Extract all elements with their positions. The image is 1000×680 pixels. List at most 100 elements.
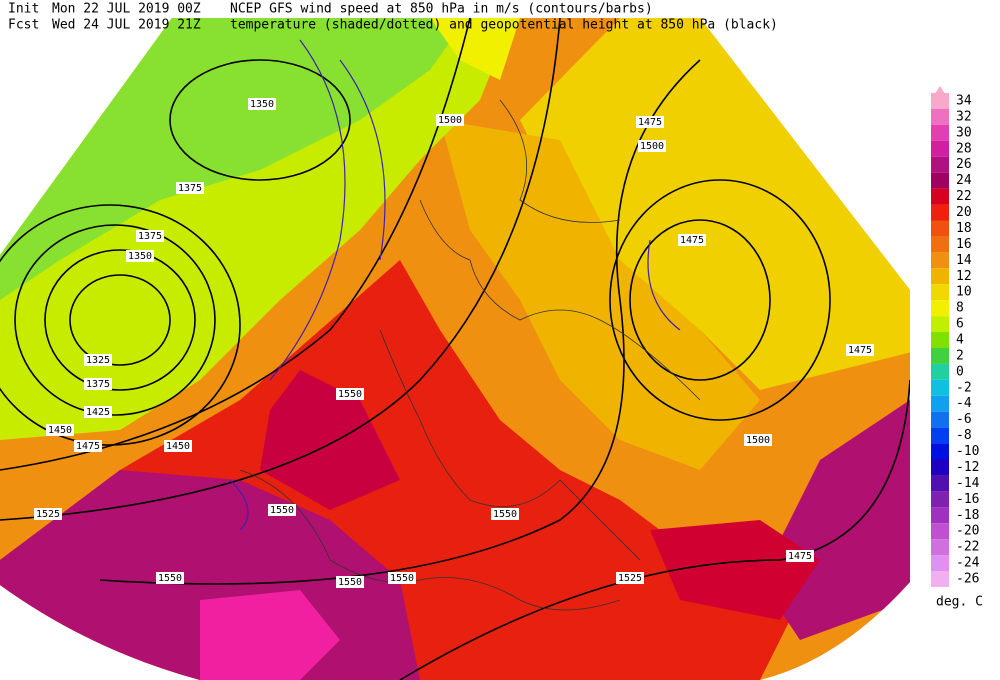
contour-label-box [156, 572, 184, 584]
colorbar-tick-label: 24 [956, 173, 972, 188]
init-time: Mon 22 JUL 2019 00Z [52, 2, 201, 17]
colorbar-tick-label: -16 [956, 492, 979, 507]
colorbar-tick-label: 6 [956, 317, 964, 332]
colorbar-tick-label: -2 [956, 380, 972, 395]
colorbar-tick-label: 30 [956, 125, 972, 140]
colorbar-swatch [931, 156, 949, 173]
colorbar-tick-label: 28 [956, 141, 972, 156]
colorbar-swatch [931, 204, 949, 221]
coastlines [239, 99, 701, 611]
contour-label: 1450 [166, 441, 190, 452]
colorbar-swatch [931, 220, 949, 237]
contour-label: 1325 [86, 355, 110, 366]
colorbar-swatch [931, 555, 949, 572]
colorbar-tick-label: 10 [956, 285, 972, 300]
colorbar-tick-label: 4 [956, 333, 964, 348]
colorbar-tick-label: -18 [956, 508, 979, 523]
title-line-2: temperature (shaded/dotted) and geopoten… [230, 18, 778, 33]
colorbar-swatch [931, 332, 949, 348]
colorbar-tick-label: -26 [956, 572, 979, 587]
contour-label: 1475 [680, 235, 704, 246]
contour-label-box [84, 378, 112, 390]
colorbar-tick-label: 2 [956, 348, 964, 363]
fcst-label: Fcst [8, 18, 39, 33]
contour-label-box [786, 550, 814, 562]
contour-label: 1550 [338, 389, 362, 400]
contour-label: 1375 [138, 231, 162, 242]
contour-label-box [84, 406, 112, 418]
colorbar-unit: deg. C [936, 595, 983, 610]
contour-label: 1350 [128, 251, 152, 262]
colorbar-swatch [931, 491, 949, 508]
contour-label-box [164, 440, 192, 452]
contour-label-box [638, 140, 666, 152]
title-line-1: NCEP GFS wind speed at 850 hPa in m/s (c… [230, 2, 653, 17]
colorbar-tick-label: -24 [956, 556, 980, 571]
contour-label: 1525 [618, 573, 642, 584]
colorbar-tick-label: -6 [956, 412, 972, 427]
contour-label-box [46, 424, 74, 436]
colorbar-tick-label: -4 [956, 396, 972, 411]
colorbar-swatch [931, 236, 949, 253]
colorbar-tick-label: 34 [956, 94, 972, 109]
contour-label-box [636, 116, 664, 128]
colorbar-tick-label: 0 [956, 364, 964, 379]
colorbar-swatch [931, 300, 949, 317]
colorbar-swatch [931, 507, 949, 524]
contour-label-box [176, 182, 204, 194]
contour-label-box [846, 344, 874, 356]
colorbar-tick-label: -8 [956, 428, 972, 443]
colorbar-tick-label: 32 [956, 109, 972, 124]
contour-label-box [336, 576, 364, 588]
colorbar-tick-label: 20 [956, 205, 972, 220]
contour-label-box [616, 572, 644, 584]
colorbar-swatch [931, 252, 949, 269]
colorbar-swatch [931, 124, 949, 141]
colorbar-swatch [931, 108, 949, 125]
colorbar-tick-label: 26 [956, 157, 972, 172]
colorbar-swatch [931, 188, 949, 205]
contour-label-box [248, 98, 276, 110]
contour-label: 1500 [746, 435, 770, 446]
colorbar-tick-label: -20 [956, 524, 979, 539]
contour-label: 1550 [390, 573, 414, 584]
colorbar-swatch [931, 427, 949, 444]
contour-label: 1550 [338, 577, 362, 588]
contour-label-box [388, 572, 416, 584]
contour-label: 1375 [178, 183, 202, 194]
colorbar-swatch [931, 284, 949, 301]
fcst-time: Wed 24 JUL 2019 21Z [52, 18, 201, 33]
colorbar-tick-label: 16 [956, 237, 972, 252]
colorbar-swatch [931, 395, 949, 412]
colorbar-swatch [931, 379, 949, 396]
colorbar-swatch [931, 363, 949, 380]
colorbar-swatch [931, 172, 949, 189]
contour-label-box [268, 504, 296, 516]
contour-label: 1475 [638, 117, 662, 128]
contour-label: 1500 [640, 141, 664, 152]
contour-label-box [84, 354, 112, 366]
colorbar-swatch [931, 411, 949, 428]
colorbar-swatch [931, 459, 949, 476]
colorbar-swatch [931, 475, 949, 492]
colorbar-swatch [931, 443, 949, 460]
contour-label: 1425 [86, 407, 110, 418]
contour-label-box [74, 440, 102, 452]
colorbar-tick-label: -22 [956, 540, 979, 555]
contour-label: 1475 [788, 551, 812, 562]
wind-contours [229, 39, 681, 531]
contour-label-box [34, 508, 62, 520]
contour-label: 1550 [493, 509, 517, 520]
colorbar-tick-label: -12 [956, 460, 979, 475]
init-label: Init [8, 2, 39, 17]
contour-label: 1550 [158, 573, 182, 584]
colorbar-tick-label: -14 [956, 476, 980, 491]
colorbar-swatch [931, 347, 949, 364]
contour-label-box [126, 250, 154, 262]
contour-label-box [678, 234, 706, 246]
contour-label-box [136, 230, 164, 242]
colorbar-tick-label: 22 [956, 189, 972, 204]
contour-label: 1475 [76, 441, 100, 452]
contour-label: 1550 [270, 505, 294, 516]
